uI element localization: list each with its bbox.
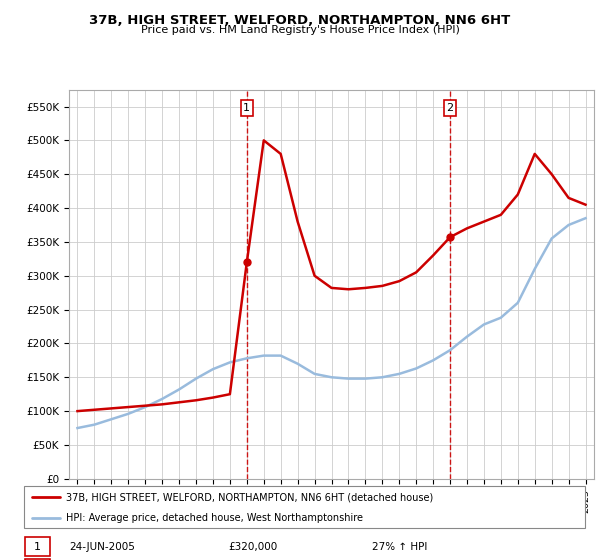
Text: 37B, HIGH STREET, WELFORD, NORTHAMPTON, NN6 6HT: 37B, HIGH STREET, WELFORD, NORTHAMPTON, …	[89, 14, 511, 27]
Text: 1: 1	[34, 542, 41, 552]
Text: £320,000: £320,000	[228, 542, 277, 552]
Text: 1: 1	[244, 103, 250, 113]
Text: 37B, HIGH STREET, WELFORD, NORTHAMPTON, NN6 6HT (detached house): 37B, HIGH STREET, WELFORD, NORTHAMPTON, …	[66, 492, 433, 502]
Text: 27% ↑ HPI: 27% ↑ HPI	[372, 542, 427, 552]
FancyBboxPatch shape	[25, 559, 50, 560]
Text: 2: 2	[446, 103, 454, 113]
Text: 24-JUN-2005: 24-JUN-2005	[69, 542, 135, 552]
Text: Price paid vs. HM Land Registry's House Price Index (HPI): Price paid vs. HM Land Registry's House …	[140, 25, 460, 35]
FancyBboxPatch shape	[25, 538, 50, 556]
FancyBboxPatch shape	[24, 486, 585, 528]
Text: HPI: Average price, detached house, West Northamptonshire: HPI: Average price, detached house, West…	[66, 512, 363, 522]
